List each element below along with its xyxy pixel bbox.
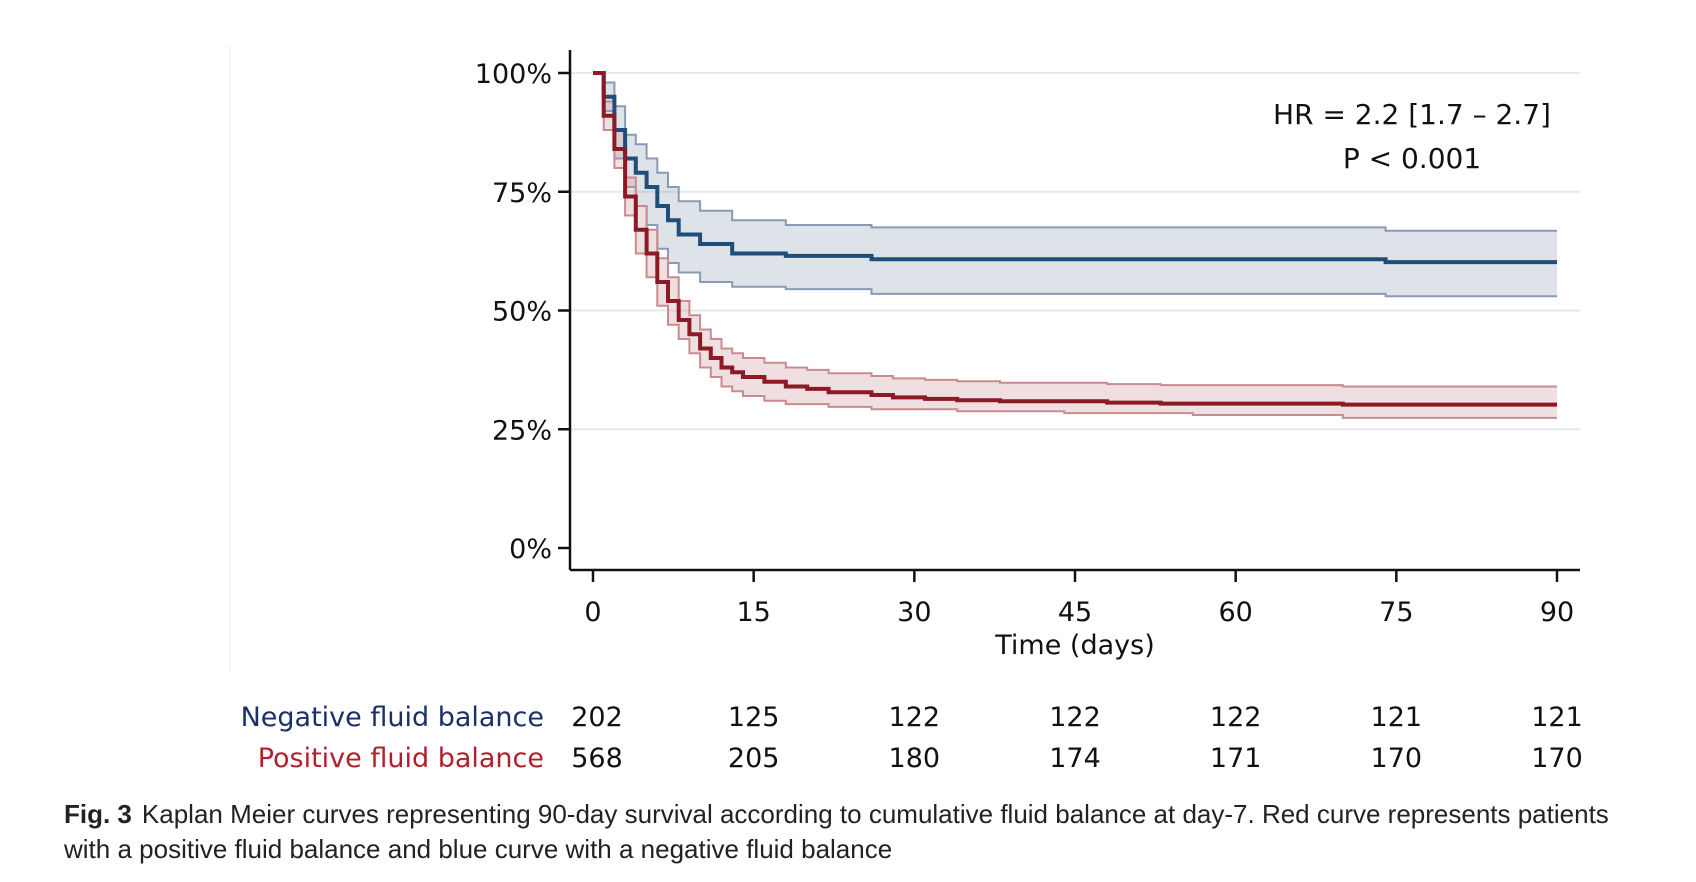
risk-count: 568 (571, 743, 623, 774)
risk-count: 180 (889, 743, 941, 774)
y-tick-label: 100% (475, 59, 552, 90)
y-tick-label: 0% (509, 534, 552, 565)
risk-count: 170 (1531, 743, 1583, 774)
ci-lower-negative (593, 72, 1557, 298)
y-tick-label: 50% (492, 297, 552, 328)
risk-count: 174 (1049, 743, 1101, 774)
risk-count: 122 (1049, 702, 1101, 733)
risk-count: 122 (1210, 702, 1262, 733)
x-tick-label: 60 (1218, 597, 1252, 628)
figure-caption: Fig. 3 Kaplan Meier curves representing 9… (64, 797, 1624, 867)
number-at-risk-table: Negative fluid balance 202 125 122 122 122 121… (241, 702, 1583, 774)
survival-curve-negative (593, 71, 1557, 265)
ci-upper-positive (593, 72, 1557, 388)
risk-count: 121 (1371, 702, 1423, 733)
survival-curve-positive (593, 71, 1557, 407)
ci-band-negative (593, 73, 1557, 297)
figure-label: Fig. 3 (64, 799, 132, 829)
y-tick-label: 25% (492, 415, 552, 446)
y-tick-label: 75% (492, 178, 552, 209)
x-tick-label: 30 (897, 597, 931, 628)
confidence-bands (593, 72, 1557, 419)
ci-lower-positive (593, 72, 1557, 419)
kaplan-meier-chart: 0% 25% 50% 75% 100% 0 15 30 45 60 75 90 Time (days)… (229, 45, 1583, 774)
hazard-ratio-annotation: HR = 2.2 [1.7 – 2.7] (1273, 98, 1551, 131)
x-tick-label: 90 (1540, 597, 1574, 628)
risk-count: 125 (728, 702, 780, 733)
risk-row-label: Positive fluid balance (258, 743, 544, 774)
risk-count: 121 (1531, 702, 1583, 733)
risk-count: 170 (1371, 743, 1423, 774)
caption-text: Kaplan Meier curves representing 90-day … (64, 799, 1609, 864)
risk-count: 202 (571, 702, 623, 733)
risk-count: 205 (728, 743, 780, 774)
axes: 0% 25% 50% 75% 100% 0 15 30 45 60 75 90 (475, 50, 1580, 628)
risk-row-label: Negative fluid balance (241, 702, 544, 733)
grid-lines (570, 72, 1580, 431)
ci-upper-negative (593, 72, 1557, 232)
x-axis-title: Time (days) (994, 630, 1154, 661)
x-tick-label: 0 (584, 597, 601, 628)
risk-count: 171 (1210, 743, 1262, 774)
x-tick-label: 75 (1379, 597, 1413, 628)
x-tick-label: 15 (736, 597, 770, 628)
risk-count: 122 (889, 702, 941, 733)
p-value-annotation: P < 0.001 (1343, 142, 1481, 175)
x-tick-label: 45 (1058, 597, 1092, 628)
survival-curves (593, 71, 1557, 407)
